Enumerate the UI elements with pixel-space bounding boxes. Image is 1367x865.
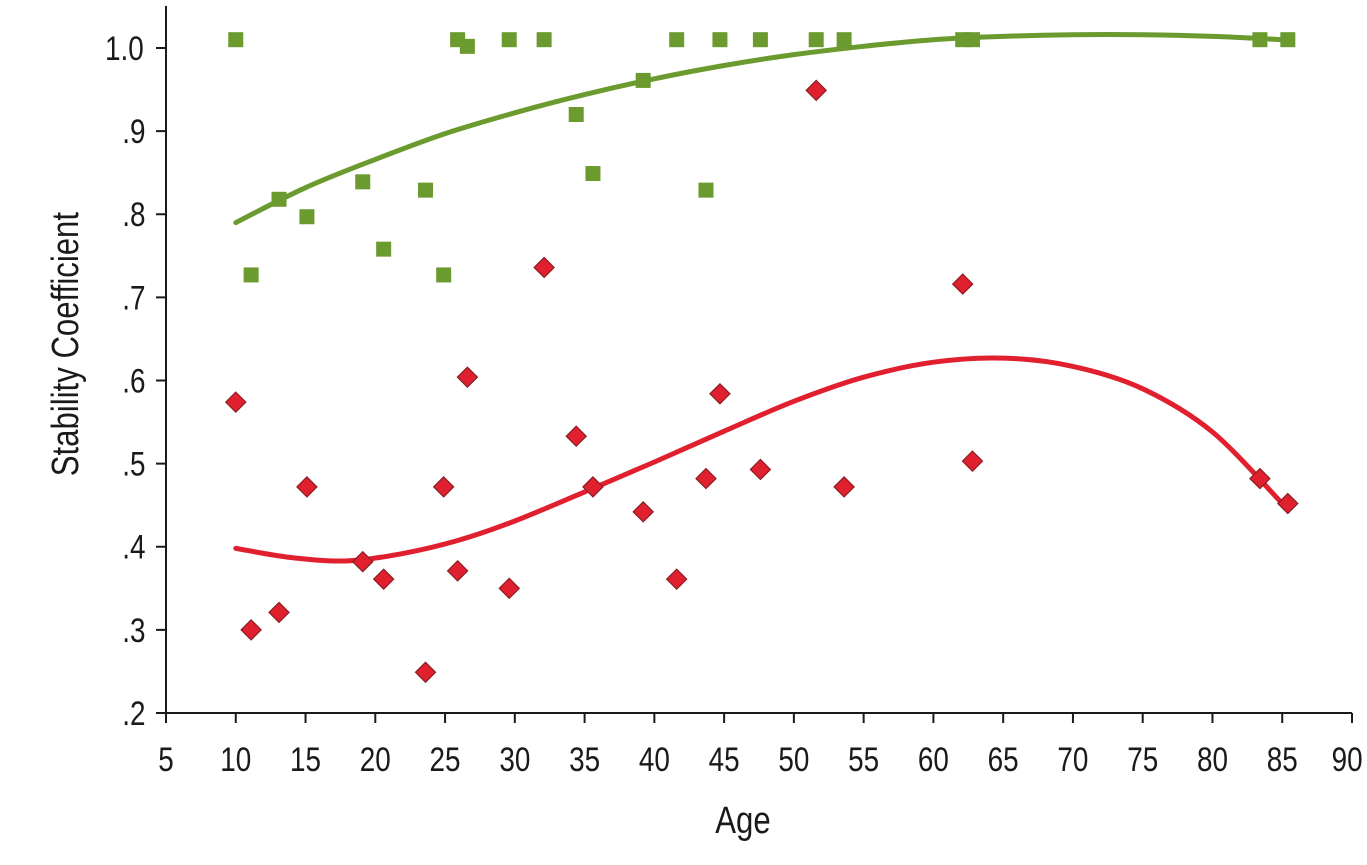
square-point (712, 32, 728, 48)
y-tick-label: .6 (122, 362, 145, 400)
diamond-point (414, 661, 437, 684)
square-point (669, 32, 685, 48)
x-tick-label: 80 (1197, 740, 1228, 778)
square-point (1280, 32, 1296, 48)
diamond-point (533, 256, 555, 279)
x-tick-label: 35 (569, 740, 600, 778)
y-tick-label: .4 (122, 528, 145, 566)
diamond-point (224, 391, 247, 413)
x-tick-label: 85 (1267, 740, 1298, 778)
diamond-point (446, 560, 469, 582)
diamond-point (749, 458, 772, 481)
diamond-point (695, 467, 717, 490)
diamond-point (240, 619, 262, 641)
data-points (224, 32, 1299, 684)
square-point (1252, 32, 1268, 48)
diamond-point (709, 382, 731, 405)
square-point (568, 107, 584, 122)
diamond-point (565, 425, 588, 448)
diamond-point (432, 476, 455, 498)
diamond-point (372, 568, 395, 591)
x-tick-label: 15 (290, 740, 321, 778)
diamond-point (456, 366, 479, 389)
x-tick-label: 55 (848, 740, 879, 778)
x-axis-title: Age (715, 800, 770, 842)
diamond-point (351, 550, 374, 573)
y-tick-label: .8 (122, 196, 145, 234)
square-point (418, 182, 434, 198)
diamond-point (498, 577, 521, 600)
x-tick-label: 60 (918, 740, 949, 778)
square-point (459, 38, 475, 54)
diamond-point (951, 273, 974, 295)
x-tick-label: 10 (220, 740, 251, 778)
x-tick-label: 5 (158, 740, 174, 778)
y-tick-label: .5 (122, 445, 145, 483)
y-axis-title: Stability Coefficient (45, 212, 87, 477)
diamond-point (632, 500, 655, 523)
trend-curve-2 (233, 355, 1285, 564)
square-point (536, 32, 552, 48)
diamond-point (665, 568, 688, 591)
y-axis-ticks: .2 .3 .4 .5 .6 .7 .8 .9 1.0 (105, 29, 166, 733)
x-tick-label: 40 (639, 740, 670, 778)
x-tick-label: 65 (988, 740, 1019, 778)
x-tick-label: 90 (1332, 740, 1363, 778)
y-tick-label: .2 (122, 694, 145, 732)
square-point (501, 32, 517, 48)
square-point (376, 241, 392, 257)
square-point (243, 267, 259, 283)
x-tick-label: 25 (430, 740, 461, 778)
diamond-point (805, 79, 828, 102)
square-point (585, 166, 601, 182)
square-point (964, 32, 980, 48)
square-point (299, 209, 315, 225)
axes (165, 6, 1352, 714)
square-point (635, 72, 651, 88)
trend-curve-1 (233, 31, 1285, 226)
diamond-point (296, 476, 318, 498)
x-tick-label: 20 (360, 740, 391, 778)
x-axis-ticks: 5 10 15 20 25 30 35 40 45 50 55 60 65 70 75 80 85 90 (158, 713, 1363, 779)
square-point (355, 174, 371, 190)
y-tick-label: .9 (122, 113, 145, 151)
square-point (228, 32, 244, 48)
x-tick-label: 75 (1127, 740, 1158, 778)
x-tick-label: 45 (709, 740, 740, 778)
trend-curves (233, 31, 1285, 564)
square-point (836, 32, 852, 48)
y-tick-label: 1.0 (105, 29, 144, 67)
square-point (271, 191, 287, 207)
diamond-point (961, 450, 984, 472)
square-point (698, 182, 714, 198)
diamond-point (1249, 467, 1271, 490)
square-point (436, 267, 452, 283)
y-tick-label: .7 (122, 279, 145, 317)
diamond-point (582, 476, 604, 498)
x-tick-label: 30 (499, 740, 530, 778)
diamond-point (833, 476, 855, 498)
diamond-point (1276, 492, 1299, 515)
diamond-point (268, 601, 290, 624)
x-tick-label: 70 (1057, 740, 1088, 778)
x-tick-label: 50 (778, 740, 809, 778)
square-point (752, 32, 768, 48)
square-point (808, 32, 824, 48)
y-tick-label: .3 (122, 611, 145, 649)
